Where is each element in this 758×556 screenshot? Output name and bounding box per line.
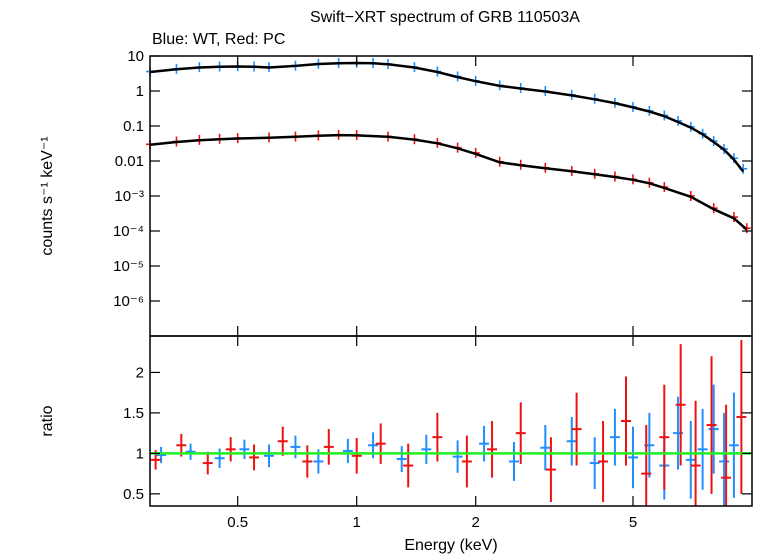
y-tick-label: 10 (127, 48, 144, 65)
ratio-point (375, 423, 386, 464)
ratio-point (461, 435, 472, 488)
spectrum-y-ticks: 10 1 0.1 0.01 10⁻³ 10⁻⁴ 10⁻⁵ 10⁻⁶ (113, 48, 752, 310)
ratio-point (239, 439, 250, 460)
ratio-point (263, 444, 274, 468)
chart-title: Swift−XRT spectrum of GRB 110503A (310, 9, 580, 26)
x-tick-label: 1 (353, 514, 361, 531)
y-tick-label: 10⁻⁶ (113, 293, 144, 310)
y-tick-label: 0.5 (123, 486, 144, 503)
ratio-point (706, 356, 717, 494)
ratio-point (609, 408, 620, 466)
ratio-point (202, 451, 213, 475)
x-axis-label: Energy (keV) (404, 537, 497, 554)
x-axis-ticks: 0.5 1 2 5 (227, 56, 637, 531)
ratio-point (396, 446, 407, 472)
ratio-series-group (150, 340, 752, 506)
ratio-point (719, 412, 730, 506)
ratio-point (403, 443, 414, 488)
ratio-point (479, 425, 490, 462)
ratio-point (540, 425, 551, 471)
ratio-point (628, 426, 639, 489)
ratio-point (156, 446, 167, 464)
ratio-point (685, 421, 696, 499)
ratio-point (302, 445, 313, 478)
ratio-point (214, 448, 225, 468)
ratio-point (351, 438, 362, 474)
ratio-point (421, 434, 432, 464)
ratio-point (452, 440, 463, 473)
ratio-point (249, 444, 260, 471)
ratio-point (277, 426, 288, 456)
x-tick-label: 0.5 (227, 514, 248, 531)
ratio-point (509, 442, 520, 481)
ratio-point (487, 421, 498, 478)
ratio-point (545, 437, 556, 502)
y-tick-label: 10⁻⁴ (113, 223, 144, 240)
ratio-point (598, 421, 609, 502)
ratio-point (290, 435, 301, 459)
spectrum-series-group (146, 57, 751, 234)
ratio-point (708, 384, 719, 474)
y-tick-label: 0.01 (115, 153, 144, 170)
ratio-point (620, 376, 631, 466)
chart-subtitle: Blue: WT, Red: PC (152, 31, 285, 48)
spectrum-frame (149, 55, 753, 337)
y-tick-label: 10⁻⁵ (113, 258, 144, 275)
ratio-point (515, 402, 526, 464)
ratio-point (185, 443, 196, 460)
ratio-point (641, 425, 652, 506)
ratio-y-label: ratio (39, 405, 56, 436)
ratio-panel: 0.5 1 1.5 2 ratio (39, 335, 753, 507)
x-tick-label: 2 (472, 514, 480, 531)
ratio-point (697, 408, 708, 490)
ratio-point (736, 340, 747, 494)
ratio-point (589, 437, 600, 489)
model-curve (149, 133, 748, 231)
model-curve (149, 61, 745, 173)
ratio-frame (149, 335, 753, 507)
ratio-point (225, 437, 236, 462)
ratio-point (728, 392, 739, 498)
y-tick-label: 1 (136, 83, 144, 100)
x-tick-label: 5 (629, 514, 637, 531)
y-tick-label: 1 (136, 445, 144, 462)
ratio-y-ticks: 0.5 1 1.5 2 (123, 364, 752, 503)
ratio-point (721, 404, 732, 506)
y-tick-label: 1.5 (123, 405, 144, 422)
ratio-point (566, 416, 577, 466)
ratio-point (342, 438, 353, 464)
ratio-point (659, 384, 670, 490)
y-tick-label: 10⁻³ (114, 188, 144, 205)
spectrum-y-label: counts s⁻¹ keV⁻¹ (39, 136, 56, 255)
ratio-point (675, 344, 686, 466)
y-tick-label: 2 (136, 364, 144, 381)
ratio-point (323, 429, 334, 465)
y-tick-label: 0.1 (123, 118, 144, 135)
spectrum-panel: 10 1 0.1 0.01 10⁻³ 10⁻⁴ 10⁻⁵ 10⁻⁶ counts s⁻¹ ke… (39, 48, 753, 337)
